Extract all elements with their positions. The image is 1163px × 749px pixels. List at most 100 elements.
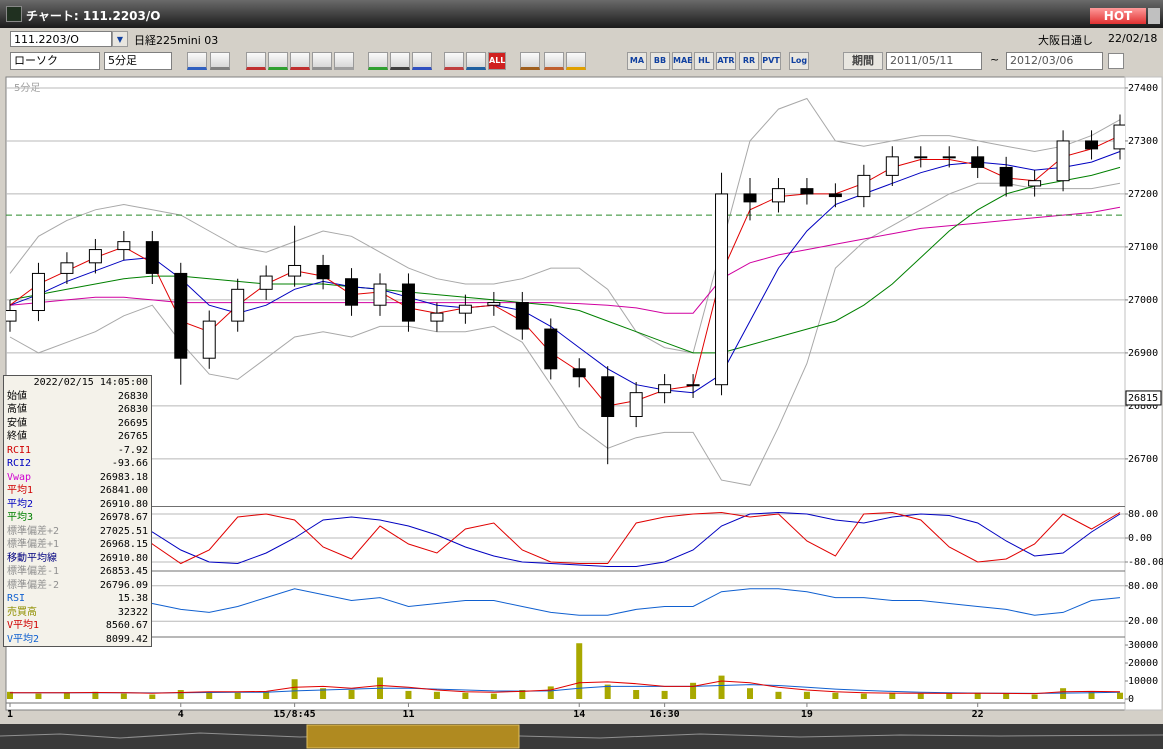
info-label: 標準偏差-2 <box>7 579 60 591</box>
volume-bar <box>120 693 127 699</box>
candle-body <box>316 264 330 280</box>
to-date[interactable]: 2012/03/06 <box>1006 52 1103 70</box>
volume-bar <box>490 693 497 699</box>
tool-button[interactable]: ALL <box>488 52 506 70</box>
info-label: 売買高 <box>7 606 37 618</box>
tool-button[interactable]: MA <box>627 52 647 70</box>
info-value: 8560.67 <box>105 620 148 631</box>
info-row: V平均1 8560.67 <box>4 619 151 633</box>
info-label: 平均1 <box>7 485 34 496</box>
chart-background <box>5 76 1163 711</box>
tool-button[interactable] <box>187 52 207 70</box>
hot-button[interactable]: HOT <box>1090 8 1146 24</box>
tool-button[interactable] <box>520 52 540 70</box>
info-label: RCI2 <box>7 458 32 469</box>
y-tick-label: 30000 <box>1128 640 1158 651</box>
candle-body <box>572 368 586 378</box>
info-row: 高値 26830 <box>4 403 151 417</box>
candle-body <box>601 376 615 418</box>
info-row: 安値 26695 <box>4 417 151 431</box>
close-button[interactable] <box>1148 8 1160 24</box>
volume-bar <box>1003 693 1010 699</box>
info-label: V平均1 <box>7 620 40 631</box>
info-label: 終値 <box>7 431 27 442</box>
volume-bar <box>946 693 953 699</box>
info-label: 移動平均線 <box>7 552 57 564</box>
candle-body <box>231 288 245 322</box>
volume-bar <box>149 694 156 699</box>
info-row: 平均2 26910.80 <box>4 498 151 512</box>
volume-bar <box>604 684 611 699</box>
candle-body <box>658 384 672 394</box>
info-value: 26830 <box>117 390 148 402</box>
tool-button[interactable] <box>412 52 432 70</box>
volume-bar <box>832 692 839 699</box>
tool-button[interactable] <box>246 52 266 70</box>
tool-button[interactable] <box>334 52 354 70</box>
info-value: 8099.42 <box>105 633 148 645</box>
candle-body <box>458 304 472 314</box>
tool-button[interactable] <box>390 52 410 70</box>
tool-button[interactable]: HL <box>694 52 714 70</box>
tool-button[interactable] <box>290 52 310 70</box>
from-date[interactable]: 2011/05/11 <box>886 52 982 70</box>
candle-body <box>715 193 729 386</box>
x-tick-label: 1 <box>7 709 13 720</box>
tool-button[interactable] <box>312 52 332 70</box>
info-label: 平均2 <box>7 498 34 510</box>
candle-body <box>857 174 871 198</box>
tool-button[interactable] <box>210 52 230 70</box>
scrollbar[interactable] <box>0 724 1163 749</box>
info-row: RSI 15.38 <box>4 592 151 606</box>
scrollbar-overview <box>0 732 1163 739</box>
y-tick-label: 80.00 <box>1128 581 1158 592</box>
date: 22/02/18 <box>1108 32 1158 45</box>
tool-button[interactable] <box>368 52 388 70</box>
volume-bar <box>206 691 213 699</box>
info-label: 高値 <box>7 404 27 415</box>
tool-button[interactable] <box>268 52 288 70</box>
volume-bar <box>35 693 42 699</box>
candle-body <box>117 241 131 251</box>
volume-bar <box>974 692 981 699</box>
scrollbar-thumb[interactable] <box>306 724 520 749</box>
tool-button[interactable] <box>444 52 464 70</box>
candle-body <box>999 166 1013 187</box>
tool-button[interactable]: Log <box>789 52 809 70</box>
pane <box>6 511 1125 567</box>
symbol-input[interactable]: 111.2203/O <box>10 31 112 47</box>
interval-select[interactable]: 5分足 <box>104 52 172 70</box>
candle-body <box>259 275 273 290</box>
tool-button[interactable]: PVT <box>761 52 781 70</box>
y-tick-label: 26900 <box>1128 348 1158 359</box>
volume-bar <box>263 691 270 699</box>
info-label: 標準偏差-1 <box>7 566 60 577</box>
info-label: V平均2 <box>7 633 40 645</box>
tool-button[interactable] <box>566 52 586 70</box>
last-price-label: 26815 <box>1128 393 1158 404</box>
period-button[interactable]: 期間 <box>843 52 883 70</box>
symbol-dropdown[interactable]: ▼ <box>112 31 128 47</box>
info-value: 15.38 <box>117 593 148 604</box>
tool-button[interactable] <box>466 52 486 70</box>
volume-bar <box>1117 692 1123 699</box>
candle-body <box>686 384 700 387</box>
y-tick-label: 10000 <box>1128 676 1158 687</box>
volume-bar <box>860 693 867 699</box>
candle-body <box>544 328 558 370</box>
candle-body <box>629 392 643 418</box>
series-line <box>9 135 1121 407</box>
tool-button[interactable] <box>544 52 564 70</box>
candle-body <box>430 312 444 322</box>
x-tick-label: 16:30 <box>650 709 680 720</box>
tool-button[interactable]: BB <box>650 52 670 70</box>
volume-bar <box>718 675 725 699</box>
tool-button[interactable]: MAE <box>672 52 693 70</box>
pane <box>7 643 1123 699</box>
style-select[interactable]: ローソク <box>10 52 100 70</box>
tool-button[interactable]: RR <box>739 52 759 70</box>
y-tick-label: 27300 <box>1128 136 1158 147</box>
pane <box>6 87 1125 486</box>
tool-button[interactable]: ATR <box>716 52 736 70</box>
checkbox[interactable] <box>1108 53 1124 69</box>
